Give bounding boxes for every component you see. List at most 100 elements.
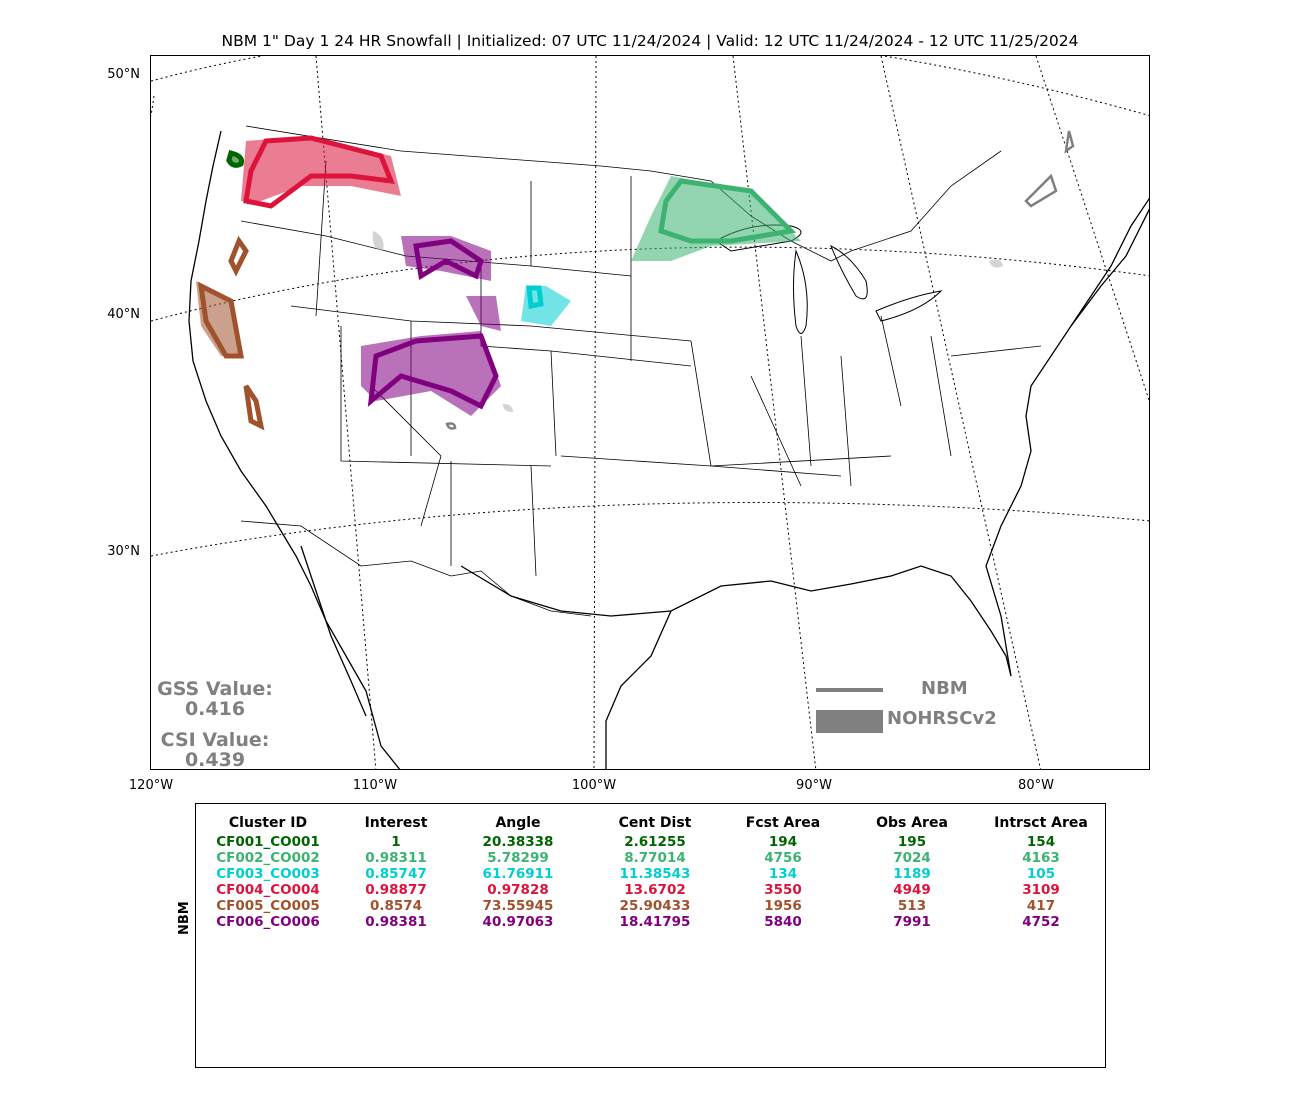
csi-label: CSI Value: [160,729,270,751]
east-coast [985,197,1149,677]
obs-area-cf002 [631,176,801,261]
nbm-contour-cf004 [243,135,395,209]
parallel-40n [151,246,1149,322]
table-header-obs-area: Obs Area [876,815,948,831]
table-cell-r1-c5: 194 [768,834,798,850]
table-cell-r6-c2: 0.98381 [365,914,427,930]
nbm-contour-misc-3 [445,422,457,430]
table-cell-r3-c2: 0.85747 [365,866,427,882]
table-cell-r2-c2: 0.98311 [365,850,427,866]
csi-value: 0.439 [184,749,246,771]
nbm-contours [197,135,797,431]
nbm-contour-cf003 [526,285,544,309]
nbm-contour-cf005 [197,235,265,431]
nbm-contour-cf006a [413,238,484,281]
stats-table [195,803,1106,1068]
gulf-coast [460,565,1012,677]
lat-label-30n: 30°N [107,544,140,559]
table-cell-r6-c1: CF006_CO006 [216,914,320,930]
table-cell-r4-c5: 3550 [764,882,802,898]
meridian-90w [732,56,817,769]
graticule [151,56,1149,769]
mexico-gulf [605,610,672,769]
table-cell-r5-c7: 417 [1026,898,1056,914]
nbm-contour-cf001 [226,150,244,168]
table-cell-r1-c2: 1 [391,834,401,850]
obs-area-cf006b [361,296,501,416]
parallel-50n [151,56,1149,116]
lake-michigan [793,249,808,334]
obs-area-cf003 [521,286,571,326]
nbm-contour-cf006b [367,333,499,410]
nbm-contours-unmatched [445,130,1075,430]
table-cell-r3-c3: 61.76911 [482,866,554,882]
table-cell-r4-c4: 13.6702 [624,882,686,898]
meridian-70w [1035,56,1149,402]
table-cell-r3-c5: 134 [768,866,798,882]
meridian-80w [880,56,1042,769]
table-cell-r3-c1: CF003_CO003 [216,866,320,882]
lake-huron [830,244,868,300]
table-cell-r3-c7: 105 [1026,866,1056,882]
lon-label-110w: 110°W [352,778,398,793]
table-cell-r4-c6: 4949 [893,882,931,898]
table-cell-r6-c6: 7991 [893,914,931,930]
mexico-border [240,520,592,617]
map-canvas [151,56,1149,769]
table-cell-r2-c6: 7024 [893,850,931,866]
lon-label-80w: 80°W [1018,778,1054,793]
table-header-cluster-id: Cluster ID [228,815,308,831]
table-cell-r5-c4: 25.90433 [619,898,691,914]
legend-obs-label: NOHRSCv2 [887,708,997,729]
table-header-interest: Interest [364,815,428,831]
parallel-30n [151,501,1149,557]
coastline [188,130,1149,769]
lake-erie [875,290,943,322]
table-cell-r4-c7: 3109 [1022,882,1060,898]
legend-nbm-label: NBM [921,678,968,699]
nbm-contour-misc-2 [1024,173,1058,208]
page-title: NBM 1" Day 1 24 HR Snowfall | Initialize… [221,32,1079,50]
west-coast [188,130,401,769]
table-cell-r4-c2: 0.98877 [365,882,427,898]
table-cell-r5-c6: 513 [897,898,927,914]
gss-value: 0.416 [184,698,246,720]
table-cell-r6-c5: 5840 [764,914,802,930]
lat-label-50n: 50°N [107,67,140,82]
table-header-intrsct-area: Intrsct Area [994,815,1088,831]
table-cell-r5-c3: 73.55945 [482,898,554,914]
gss-label: GSS Value: [157,678,273,700]
table-cell-r1-c6: 195 [897,834,927,850]
lon-label-90w: 90°W [796,778,832,793]
table-cell-r1-c1: CF001_CO001 [216,834,320,850]
meridian-120w [151,95,155,117]
table-cell-r4-c1: CF004_CO004 [216,882,320,898]
table-header-fcst-area: Fcst Area [745,815,821,831]
table-cell-r1-c3: 20.38338 [482,834,554,850]
table-header-cent-dist: Cent Dist [618,815,692,831]
lon-label-100w: 100°W [571,778,617,793]
nbm-contour-cf002 [658,178,797,244]
table-cell-r2-c1: CF002_CO002 [216,850,320,866]
table-cell-r2-c4: 8.77014 [624,850,686,866]
table-cell-r2-c5: 4756 [764,850,802,866]
table-cell-r3-c6: 1189 [893,866,931,882]
table-cell-r5-c2: 0.8574 [369,898,423,914]
obs-area-cf005 [196,281,241,356]
table-cell-r1-c4: 2.61255 [624,834,686,850]
map-panel [150,55,1150,770]
nbm-contour-misc-1 [1064,130,1075,154]
new-england [1070,208,1149,327]
baja [300,545,367,717]
canada-border [245,125,1002,262]
table-cell-r1-c7: 154 [1026,834,1056,850]
table-cell-r3-c4: 11.38543 [619,866,691,882]
table-cell-r5-c1: CF005_CO005 [216,898,320,914]
legend-obs-swatch [816,710,883,733]
table-cell-r2-c7: 4163 [1022,850,1060,866]
table-cell-r2-c3: 5.78299 [487,850,549,866]
table-header-angle: Angle [495,815,541,831]
table-cell-r5-c5: 1956 [764,898,802,914]
table-cell-r6-c4: 18.41795 [619,914,691,930]
table-cell-r4-c3: 0.97828 [487,882,549,898]
